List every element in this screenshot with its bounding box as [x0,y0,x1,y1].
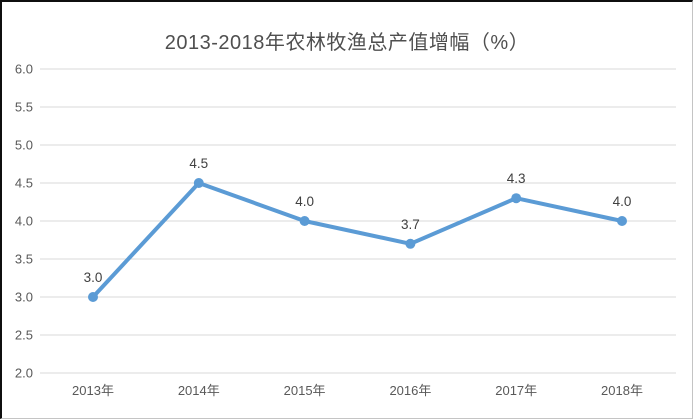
y-axis-tick-label: 5.5 [15,100,33,115]
y-axis-tick-label: 3.5 [15,252,33,267]
y-axis-tick-label: 3.0 [15,290,33,305]
x-axis-label: 2015年 [284,383,326,398]
x-axis-label: 2018年 [601,383,643,398]
data-point-label: 3.0 [84,270,103,285]
series-line [91,181,624,299]
x-axis-label: 2016年 [389,383,431,398]
data-point-marker [617,216,627,226]
data-point-label: 4.0 [295,194,314,209]
data-point-label: 4.3 [507,171,526,186]
data-point-marker [405,238,416,249]
y-axis-tick-label: 2.0 [15,366,33,381]
data-point-label: 4.0 [613,194,632,209]
y-axis-tick-label: 4.5 [15,176,33,191]
chart-title: 2013-2018年农林牧渔总产值增幅（%） [164,32,530,54]
x-axis-label: 2017年 [495,383,537,398]
y-axis-tick-label: 5.0 [15,138,33,153]
y-axis-tick-label: 4.0 [15,214,33,229]
y-axis-tick-label: 2.5 [15,328,33,343]
data-point-marker [299,216,310,226]
data-point-marker [193,178,204,188]
x-axis-label: 2013年 [72,383,114,398]
data-point-label: 3.7 [401,217,420,232]
x-axis-label: 2014年 [178,383,220,398]
y-axis-tick-label: 6.0 [15,62,33,77]
data-point-marker [511,193,522,204]
data-point-label: 4.5 [189,156,208,171]
data-point-marker [88,292,98,302]
